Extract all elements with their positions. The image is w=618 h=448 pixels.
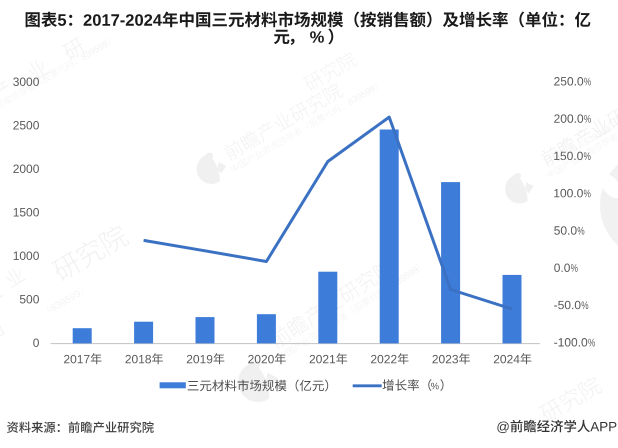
svg-text:2500: 2500 xyxy=(13,119,40,133)
svg-text:2000: 2000 xyxy=(13,162,40,176)
svg-text:500: 500 xyxy=(19,293,39,307)
svg-text:3000: 3000 xyxy=(13,75,40,89)
svg-text:1000: 1000 xyxy=(13,249,40,263)
svg-text:1500: 1500 xyxy=(13,206,40,220)
svg-text:0: 0 xyxy=(33,336,40,350)
